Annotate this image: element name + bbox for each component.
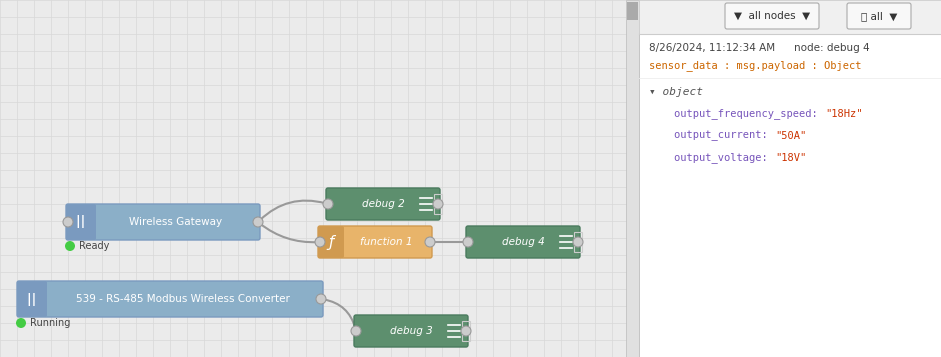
Text: Wireless Gateway: Wireless Gateway	[130, 217, 223, 227]
Circle shape	[463, 237, 473, 247]
Text: ƒ: ƒ	[328, 235, 334, 250]
Bar	[626, 0, 639, 357]
Circle shape	[65, 241, 75, 251]
FancyBboxPatch shape	[354, 315, 468, 347]
Text: "18Hz": "18Hz"	[825, 109, 863, 119]
Text: |​|: |​|	[27, 292, 37, 306]
Text: output_current:: output_current:	[649, 131, 774, 141]
Circle shape	[253, 217, 263, 227]
Text: function 1: function 1	[359, 237, 412, 247]
Bar	[462, 321, 470, 341]
FancyBboxPatch shape	[17, 281, 323, 317]
FancyBboxPatch shape	[66, 204, 260, 240]
Bar	[639, 0, 941, 357]
Circle shape	[16, 318, 26, 328]
Bar	[639, 0, 941, 34]
Text: "18V": "18V"	[775, 153, 806, 163]
Text: output_voltage:: output_voltage:	[649, 152, 774, 164]
FancyBboxPatch shape	[17, 281, 47, 317]
Text: output_frequency_speed:: output_frequency_speed:	[649, 109, 824, 120]
Text: node: debug 4: node: debug 4	[794, 43, 869, 53]
Text: Running: Running	[30, 318, 71, 328]
Circle shape	[573, 237, 583, 247]
Text: Ready: Ready	[79, 241, 109, 251]
FancyBboxPatch shape	[318, 226, 344, 258]
Bar	[434, 194, 442, 214]
FancyBboxPatch shape	[725, 3, 819, 29]
Circle shape	[425, 237, 435, 247]
Text: 🗑 all  ▼: 🗑 all ▼	[861, 11, 897, 21]
Text: debug 2: debug 2	[361, 199, 405, 209]
Circle shape	[351, 326, 361, 336]
Bar	[627, 2, 638, 20]
Circle shape	[316, 294, 326, 304]
FancyBboxPatch shape	[318, 226, 432, 258]
Text: ▾ object: ▾ object	[649, 87, 703, 97]
Circle shape	[323, 199, 333, 209]
FancyBboxPatch shape	[466, 226, 580, 258]
Text: debug 4: debug 4	[502, 237, 545, 247]
FancyBboxPatch shape	[847, 3, 911, 29]
FancyBboxPatch shape	[326, 188, 440, 220]
Circle shape	[63, 217, 73, 227]
Text: 539 - RS-485 Modbus Wireless Converter: 539 - RS-485 Modbus Wireless Converter	[76, 294, 290, 304]
Text: sensor_data : msg.payload : Object: sensor_data : msg.payload : Object	[649, 61, 862, 71]
Circle shape	[315, 237, 325, 247]
Bar	[574, 232, 582, 252]
Text: debug 3: debug 3	[390, 326, 432, 336]
Text: "50A": "50A"	[775, 131, 806, 141]
Circle shape	[433, 199, 443, 209]
Circle shape	[461, 326, 471, 336]
FancyBboxPatch shape	[66, 204, 96, 240]
Text: ▼  all nodes  ▼: ▼ all nodes ▼	[734, 11, 810, 21]
Text: 8/26/2024, 11:12:34 AM: 8/26/2024, 11:12:34 AM	[649, 43, 775, 53]
Text: |​|: |​|	[76, 216, 86, 228]
